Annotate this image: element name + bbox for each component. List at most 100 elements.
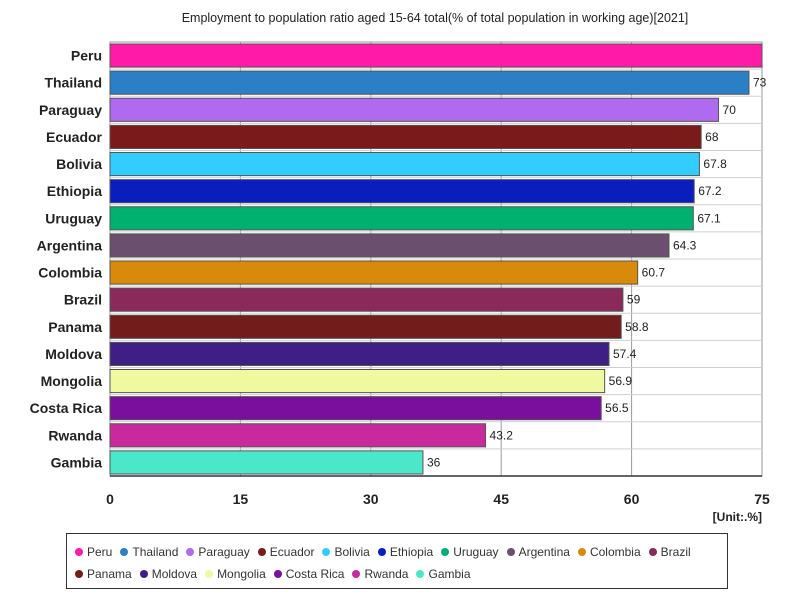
legend-dot-icon [75, 570, 83, 578]
value-label: 56.9 [609, 374, 633, 388]
legend-item[interactable]: Brazil [648, 541, 691, 563]
legend-label: Costa Rica [285, 567, 345, 581]
legend-item[interactable]: Panama [75, 563, 132, 585]
chart-title: Employment to population ratio aged 15-6… [182, 11, 689, 25]
legend-label: Mongolia [217, 567, 266, 581]
legend-item[interactable]: Gambia [416, 563, 471, 585]
value-label: 36 [427, 455, 441, 469]
legend-label: Bolivia [334, 545, 370, 559]
legend-label: Colombia [589, 545, 641, 559]
value-label: 56.5 [605, 401, 629, 415]
bar [109, 152, 700, 177]
legend-item[interactable]: Costa Rica [273, 563, 345, 585]
value-label: 64.3 [673, 238, 697, 252]
bar [109, 450, 424, 475]
category-label: Ecuador [46, 129, 103, 145]
bar [109, 233, 670, 258]
value-label: 70 [723, 103, 737, 117]
bar [109, 287, 624, 312]
legend-label: Ethiopia [389, 545, 434, 559]
category-label: Paraguay [39, 102, 102, 118]
legend-dot-icon [75, 548, 83, 556]
value-label: 68 [705, 130, 719, 144]
legend-item[interactable]: Argentina [506, 541, 570, 563]
legend-label: Argentina [518, 545, 570, 559]
x-tick-labels: 0 15 30 45 60 75 [106, 491, 770, 507]
legend-label: Brazil [660, 545, 691, 559]
legend: Peru Thailand Paraguay Ecuador Bolivia Ethiop… [66, 533, 728, 589]
legend-item[interactable]: Bolivia [322, 541, 370, 563]
category-label: Rwanda [48, 427, 102, 443]
legend-dot-icon [205, 570, 214, 578]
legend-dot-icon [139, 570, 148, 578]
value-label: 67.2 [698, 184, 722, 198]
x-tick-label: 45 [493, 491, 509, 507]
category-label: Bolivia [56, 156, 102, 172]
bar-chart: Employment to population ratio aged 15-6… [30, 11, 770, 524]
category-label: Ethiopia [47, 183, 102, 199]
value-label: 58.8 [625, 320, 649, 334]
row-bands [110, 68, 762, 450]
category-label: Brazil [64, 292, 102, 308]
bar [109, 179, 695, 204]
x-tick-label: 30 [363, 491, 379, 507]
legend-dot-icon [506, 548, 515, 556]
bar [109, 97, 720, 122]
category-label: Gambia [51, 454, 103, 470]
legend-item[interactable]: Ethiopia [377, 541, 434, 563]
legend-item[interactable]: Colombia [577, 541, 641, 563]
category-label: Mongolia [41, 373, 103, 389]
value-label: 57.4 [613, 347, 637, 361]
legend-dot-icon [273, 570, 282, 578]
legend-label: Rwanda [364, 567, 409, 581]
legend-label: Ecuador [269, 545, 315, 559]
legend-item[interactable]: Mongolia [205, 563, 266, 585]
legend-dot-icon [441, 548, 450, 556]
legend-item[interactable]: Moldova [139, 563, 197, 585]
x-tick-label: 15 [233, 491, 249, 507]
category-label: Panama [48, 319, 102, 335]
legend-dot-icon [120, 548, 129, 556]
bar [109, 341, 610, 366]
legend-label: Panama [87, 567, 132, 581]
legend-label: Gambia [428, 567, 471, 581]
bar [109, 260, 639, 285]
bar [109, 70, 750, 95]
x-tick-label: 60 [624, 491, 640, 507]
legend-item[interactable]: Paraguay [186, 541, 250, 563]
legend-dot-icon [257, 548, 266, 556]
legend-item[interactable]: Ecuador [257, 541, 315, 563]
legend-item[interactable]: Uruguay [441, 541, 499, 563]
legend-dot-icon [186, 548, 195, 556]
legend-label: Peru [87, 545, 113, 559]
bars [109, 43, 763, 475]
legend-item[interactable]: Rwanda [352, 563, 408, 585]
value-label: 67.8 [703, 157, 727, 171]
legend-dot-icon [648, 548, 657, 556]
legend-item[interactable]: Thailand [120, 541, 178, 563]
value-label: 59 [627, 293, 641, 307]
legend-dot-icon [352, 570, 361, 578]
legend-label: Paraguay [198, 545, 250, 559]
category-label: Argentina [37, 237, 103, 253]
bar [109, 423, 487, 448]
category-label: Thailand [44, 75, 102, 91]
bar [109, 369, 606, 394]
bar [109, 43, 763, 68]
legend-dot-icon [416, 570, 425, 578]
category-label: Colombia [38, 265, 102, 281]
category-label: Uruguay [45, 210, 102, 226]
value-label: 67.1 [697, 211, 721, 225]
unit-label: [Unit:.%] [713, 510, 762, 524]
category-label: Moldova [45, 346, 102, 362]
legend-label: Uruguay [453, 545, 499, 559]
value-label: 43.2 [490, 428, 514, 442]
legend-dot-icon [322, 548, 331, 556]
value-label: 73 [753, 76, 767, 90]
category-label: Costa Rica [30, 400, 103, 416]
legend-label: Thailand [132, 545, 179, 559]
legend-dot-icon [577, 548, 586, 556]
bar [109, 206, 694, 231]
legend-item[interactable]: Peru [75, 541, 112, 563]
category-labels: Peru Thailand Paraguay Ecuador Bolivia Ethiop… [30, 48, 103, 471]
